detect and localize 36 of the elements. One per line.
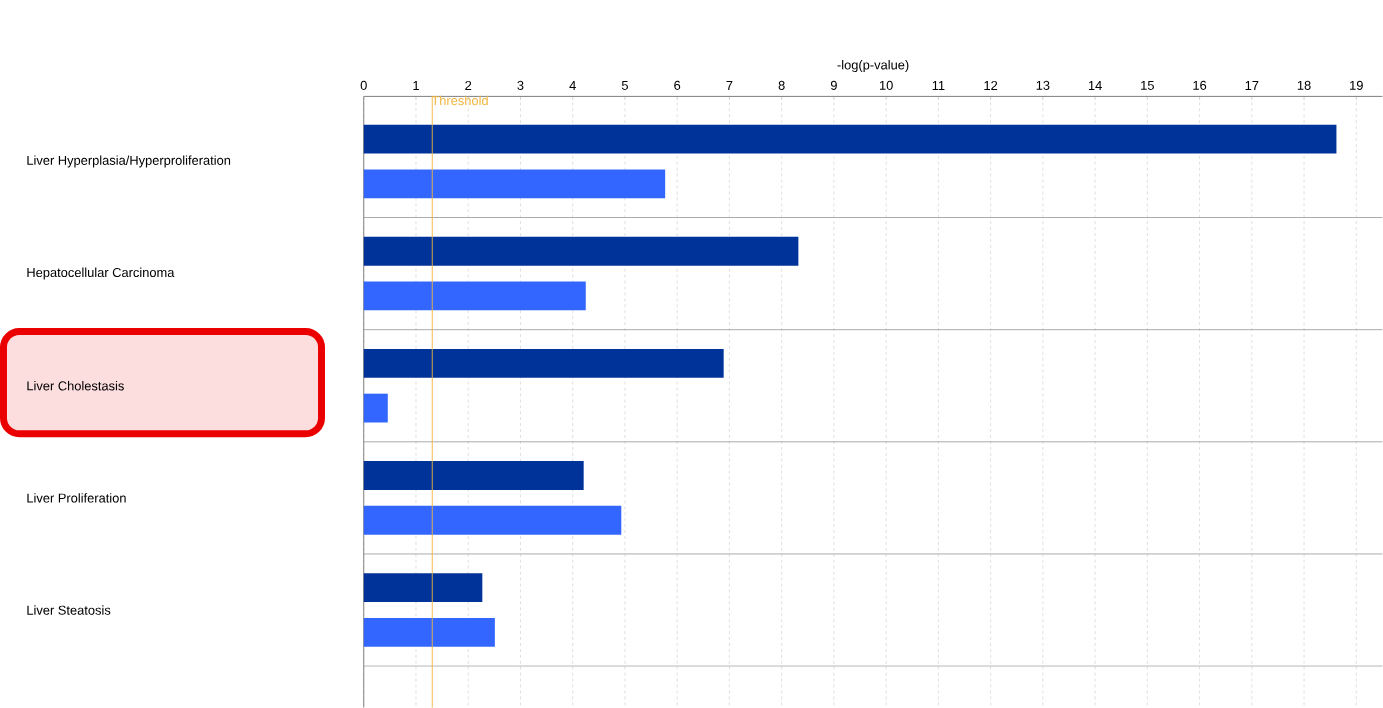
y-tick-label: Hepatocellular Carcinoma <box>27 267 175 280</box>
x-tick-label: 1 <box>413 80 419 90</box>
bar <box>363 169 666 199</box>
bar <box>363 505 622 535</box>
bar <box>363 124 1337 154</box>
x-tick-label: 8 <box>778 80 785 90</box>
x-axis-title: -log(p-value) <box>837 59 909 72</box>
x-tick-label: 19 <box>1350 80 1363 90</box>
bar <box>363 617 495 647</box>
x-tick-label: 4 <box>569 80 576 90</box>
x-tick-label: 18 <box>1297 80 1311 90</box>
x-tick-label: 12 <box>984 80 998 90</box>
x-tick-label: 9 <box>830 80 837 90</box>
bar <box>363 573 483 602</box>
x-tick-label: 15 <box>1141 80 1154 90</box>
x-tick-label: 7 <box>726 80 733 90</box>
bar <box>363 281 586 311</box>
bar <box>363 461 584 490</box>
y-tick-label: Liver Proliferation <box>27 493 126 503</box>
x-tick-label: 5 <box>621 80 628 90</box>
x-tick-label: 16 <box>1193 80 1207 90</box>
x-tick-label: 10 <box>879 80 893 90</box>
x-tick-label: 14 <box>1088 80 1102 90</box>
bar <box>363 393 388 423</box>
x-tick-label: 2 <box>465 80 472 90</box>
bar <box>363 348 724 378</box>
y-tick-label: Liver Cholestasis <box>27 380 124 391</box>
x-tick-label: 17 <box>1245 80 1259 90</box>
bar <box>363 236 799 266</box>
x-tick-label: 11 <box>932 80 945 90</box>
y-tick-label: Liver Steatosis <box>27 605 111 615</box>
y-tick-label: Liver Hyperplasia/Hyperproliferation <box>27 155 231 168</box>
x-tick-label: 6 <box>674 80 681 90</box>
x-tick-label: 13 <box>1036 80 1050 90</box>
x-tick-label: 0 <box>360 80 367 90</box>
x-tick-label: 3 <box>517 80 524 90</box>
